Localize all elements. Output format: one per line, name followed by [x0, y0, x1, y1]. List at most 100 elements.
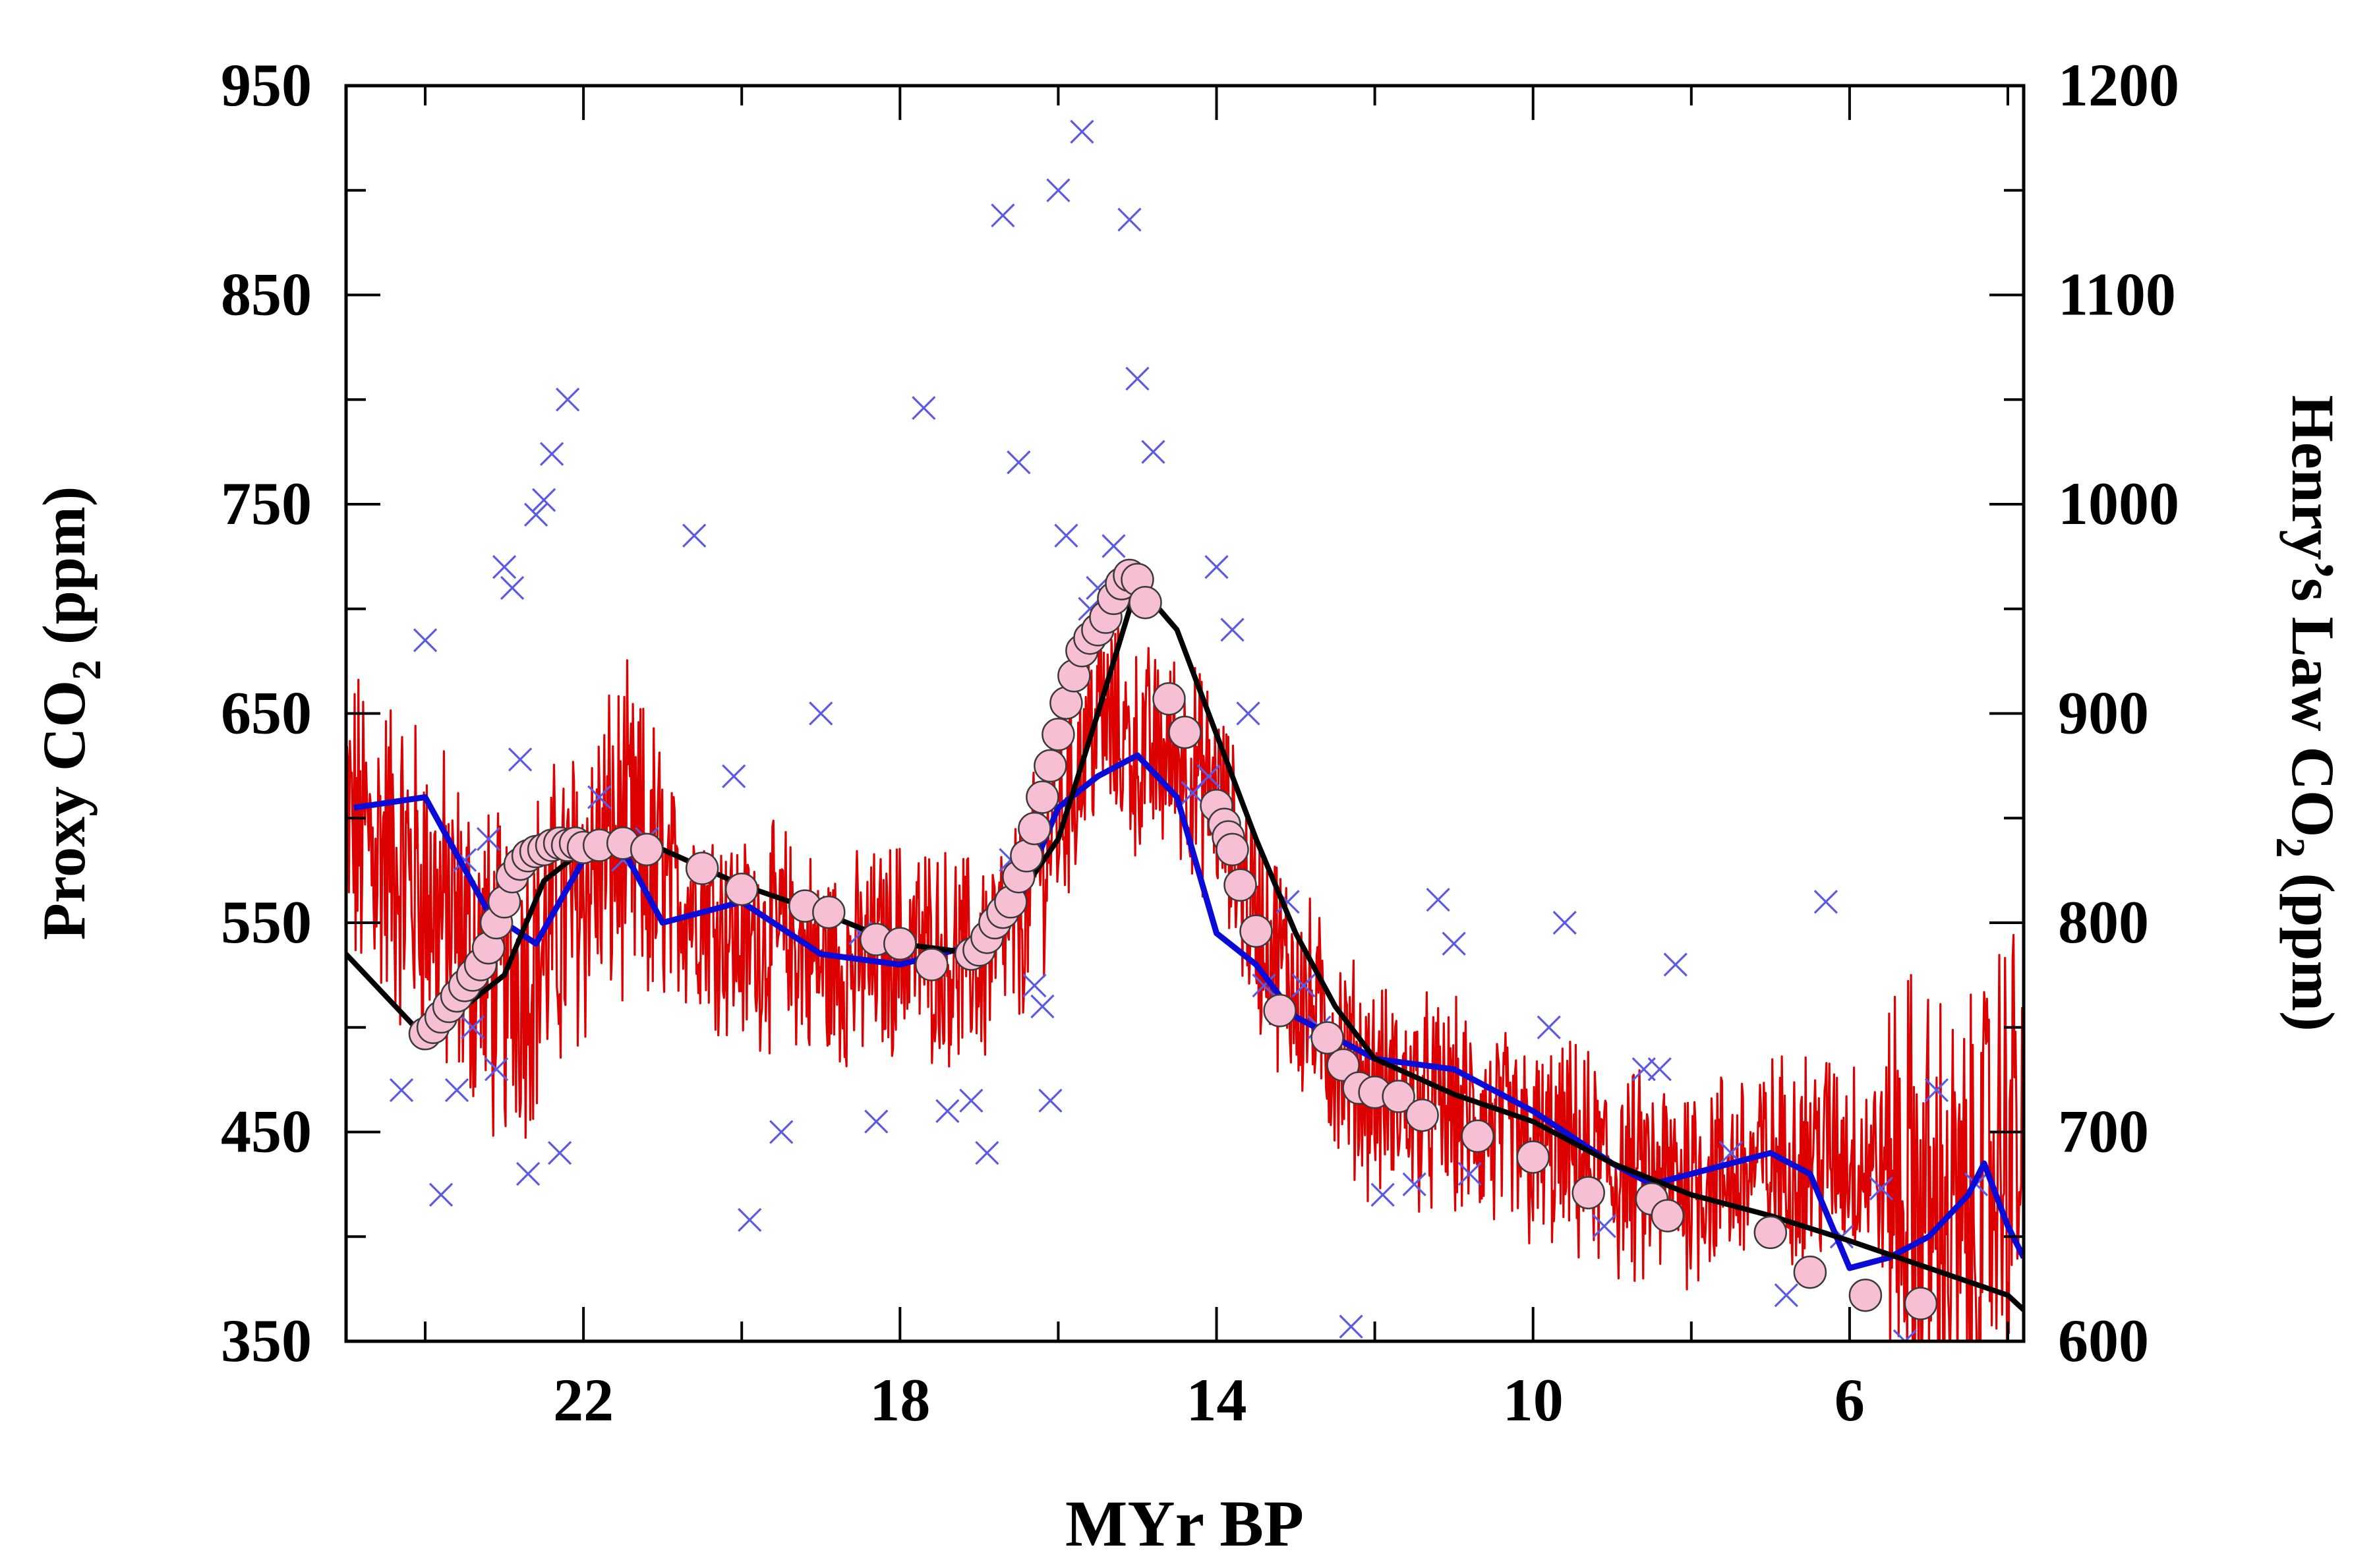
y-left-title-sub: 2	[65, 660, 109, 680]
cross-marker	[809, 701, 833, 726]
cross-marker	[1291, 973, 1316, 998]
cross-marker	[1537, 1015, 1561, 1039]
circle-marker	[1129, 585, 1162, 620]
cross-marker	[1339, 1314, 1363, 1339]
cross-marker	[1038, 1088, 1063, 1113]
cross-marker	[1236, 701, 1260, 726]
cross-marker	[587, 785, 612, 809]
circle-marker	[630, 832, 664, 867]
circle-marker	[1042, 718, 1075, 751]
circle-marker	[1168, 715, 1202, 749]
circle-marker	[1904, 1287, 1938, 1321]
y-left-tick-label: 450	[221, 1098, 312, 1165]
cross-marker	[682, 523, 707, 548]
y-left-tick-label: 650	[221, 680, 312, 747]
circle-marker	[1571, 1176, 1605, 1209]
cross-marker	[959, 1088, 983, 1113]
y-left-tick-label: 950	[221, 51, 312, 119]
cross-marker	[975, 1141, 999, 1165]
cross-marker	[1070, 119, 1094, 144]
cross-marker	[1101, 534, 1126, 558]
circle-marker	[724, 872, 759, 906]
y-left-tick-label: 850	[221, 261, 312, 328]
cross-marker	[1046, 178, 1071, 202]
cross-marker	[476, 827, 501, 852]
cross-marker	[1592, 1214, 1616, 1238]
cross-marker	[1457, 1161, 1482, 1186]
y-left-title-main: Proxy CO	[30, 680, 98, 940]
y-right-title-rest: (ppm)	[2279, 857, 2347, 1031]
circle-marker	[1018, 811, 1051, 846]
circle-marker	[1223, 868, 1257, 902]
circle-marker	[1753, 1215, 1788, 1250]
cross-marker	[500, 575, 525, 600]
cross-marker	[912, 395, 936, 421]
x-axis-title: MYr BP	[1065, 1487, 1304, 1560]
cross-marker	[864, 1109, 889, 1134]
x-tick-label: 6	[1834, 1366, 1865, 1434]
circle-marker	[1026, 780, 1059, 814]
cross-marker	[1220, 618, 1245, 642]
cross-marker	[1924, 1078, 1949, 1103]
y-left-tick-label: 550	[221, 888, 312, 956]
circle-marker	[685, 852, 719, 885]
plot-area-series	[346, 119, 2024, 1341]
circle-marker	[1382, 1080, 1415, 1113]
cross-marker	[492, 555, 517, 579]
x-tick-label: 18	[869, 1366, 930, 1434]
cross-marker	[1813, 890, 1838, 914]
cross-marker	[515, 1161, 541, 1186]
cross-marker	[1125, 366, 1150, 391]
cross-marker	[444, 1078, 469, 1103]
cross-marker	[738, 1207, 762, 1232]
y-left-tick-label: 350	[221, 1307, 312, 1374]
circle-marker	[1516, 1140, 1550, 1174]
circle-marker	[915, 948, 949, 981]
cross-marker	[1402, 1172, 1426, 1197]
circle-marker	[1461, 1119, 1494, 1153]
cross-marker	[1869, 1176, 1894, 1201]
cross-marker	[547, 1141, 572, 1165]
x-tick-label: 10	[1503, 1366, 1564, 1434]
svg-text:Proxy CO2 (ppm): Proxy CO2 (ppm)	[30, 486, 109, 941]
cross-marker	[1552, 910, 1577, 935]
cross-marker	[1204, 555, 1229, 579]
y-right-tick-label: 1000	[2058, 470, 2179, 537]
cross-marker	[1196, 764, 1221, 788]
x-tick-label: 14	[1187, 1366, 1247, 1434]
circle-marker	[1034, 749, 1067, 783]
cross-marker	[556, 388, 580, 412]
cross-marker	[1054, 523, 1078, 548]
cross-marker	[531, 488, 556, 512]
y-right-tick-label: 700	[2058, 1098, 2149, 1165]
blue-line	[353, 752, 2024, 1271]
axis-ticks	[346, 84, 2024, 1343]
y-right-tick-label: 1200	[2058, 51, 2179, 119]
circle-marker	[1152, 682, 1186, 716]
y-left-tick-label: 750	[221, 470, 312, 537]
svg-text:Henry’s Law CO2 (ppm): Henry’s Law CO2 (ppm)	[2268, 395, 2347, 1031]
cross-marker	[1774, 1283, 1798, 1308]
y-right-tick-label: 900	[2058, 680, 2149, 747]
circle-marker	[883, 927, 917, 961]
cross-marker	[1252, 973, 1276, 998]
cross-marker	[484, 1057, 509, 1082]
cross-marker	[1442, 931, 1466, 956]
cross-marker	[1370, 1182, 1395, 1207]
y-right-title-group: Henry’s Law CO2 (ppm)	[2268, 395, 2347, 1031]
cross-marker	[722, 764, 746, 788]
x-tick-label: 22	[553, 1366, 614, 1434]
circle-marker	[1216, 832, 1249, 867]
circle-marker	[812, 895, 846, 929]
y-left-title-group: Proxy CO2 (ppm)	[30, 486, 109, 941]
circle-marker	[1848, 1278, 1883, 1312]
circle-marker	[1793, 1255, 1827, 1289]
cross-marker	[1663, 952, 1687, 977]
cross-marker	[991, 203, 1015, 227]
y-right-tick-label: 600	[2058, 1307, 2149, 1374]
cross-marker	[539, 442, 564, 466]
cross-marker	[935, 1099, 960, 1123]
cross-marker	[769, 1120, 794, 1144]
cross-marker	[1022, 973, 1047, 998]
